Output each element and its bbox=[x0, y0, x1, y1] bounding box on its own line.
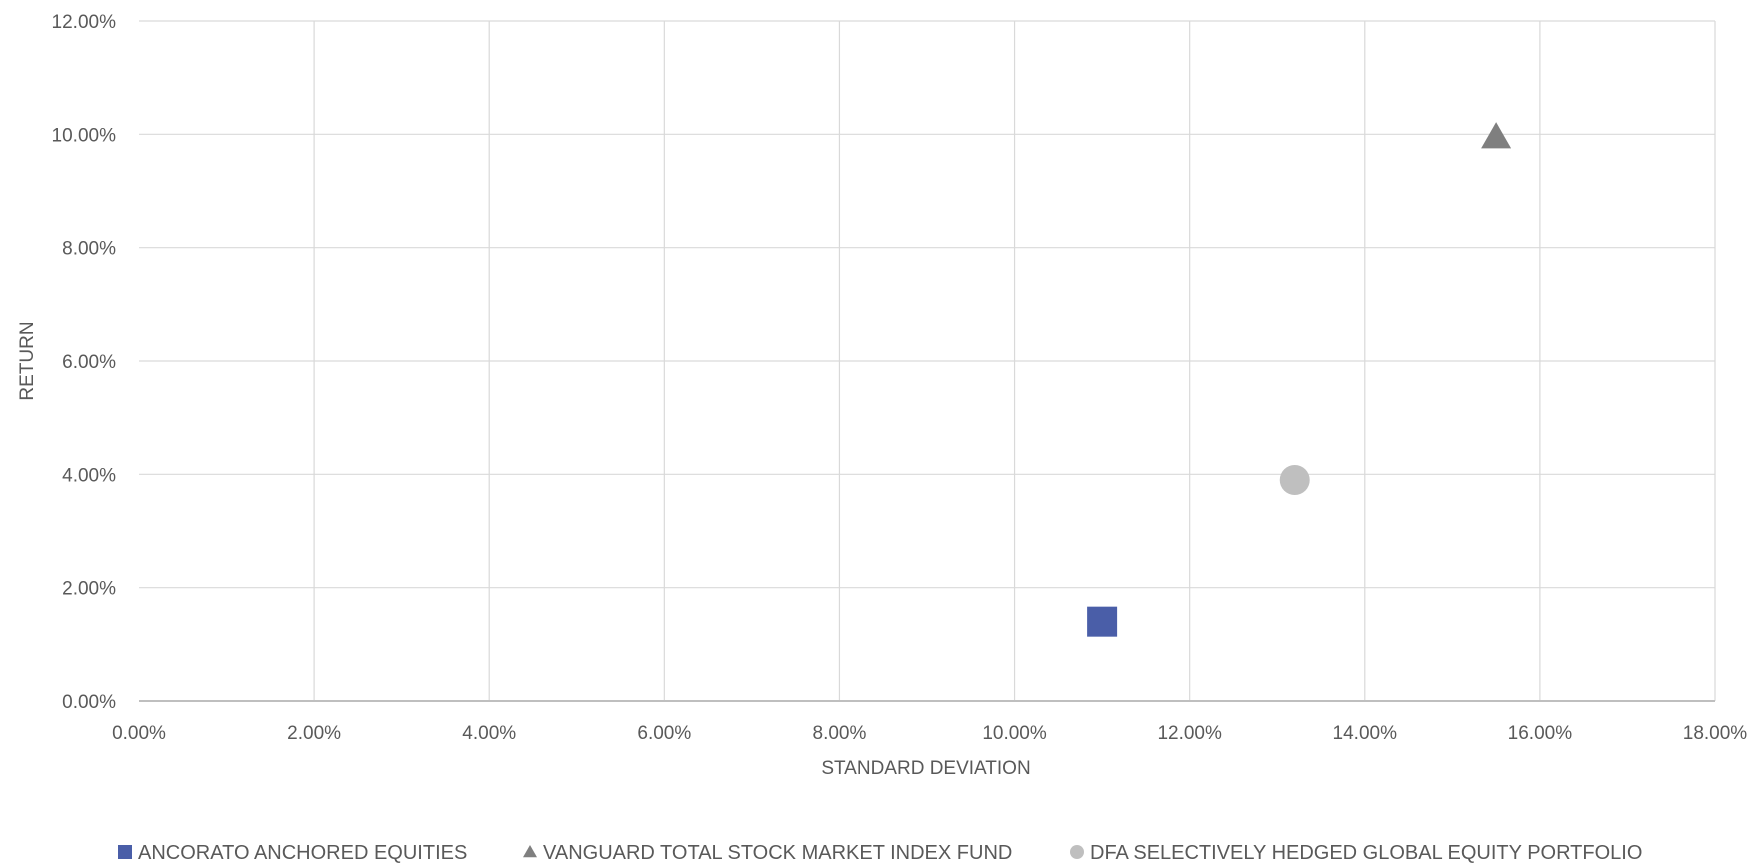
y-tick-label: 10.00% bbox=[52, 125, 117, 146]
legend-label: ANCORATO ANCHORED EQUITIES bbox=[138, 842, 467, 864]
y-axis-title: RETURN bbox=[17, 321, 38, 400]
y-tick-label: 2.00% bbox=[62, 579, 116, 600]
y-tick-label: 4.00% bbox=[62, 465, 116, 486]
x-tick-label: 6.00% bbox=[637, 723, 691, 744]
x-tick-label: 2.00% bbox=[287, 723, 341, 744]
y-tick-label: 6.00% bbox=[62, 352, 116, 373]
y-tick-label: 0.00% bbox=[62, 692, 116, 713]
x-tick-label: 10.00% bbox=[982, 723, 1047, 744]
x-axis-title: STANDARD DEVIATION bbox=[821, 758, 1030, 779]
y-tick-label: 8.00% bbox=[62, 239, 116, 260]
legend-label: VANGUARD TOTAL STOCK MARKET INDEX FUND bbox=[543, 842, 1012, 864]
legend-label: DFA SELECTIVELY HEDGED GLOBAL EQUITY POR… bbox=[1090, 842, 1642, 864]
x-tick-label: 18.00% bbox=[1683, 723, 1748, 744]
y-tick-label: 12.00% bbox=[52, 12, 117, 33]
gridlines bbox=[139, 20, 1716, 701]
x-tick-label: 0.00% bbox=[112, 723, 166, 744]
y-tick-labels: 0.00% 2.00% 4.00% 6.00% 8.00% 10.00% 12.00% bbox=[52, 12, 117, 713]
legend-marker-square bbox=[118, 845, 132, 859]
x-tick-label: 4.00% bbox=[462, 723, 516, 744]
x-tick-label: 12.00% bbox=[1157, 723, 1222, 744]
triangle-data-point bbox=[1481, 122, 1512, 149]
square-data-point bbox=[1087, 606, 1118, 637]
legend-marker-circle bbox=[1070, 845, 1084, 859]
data-points bbox=[1087, 122, 1512, 637]
x-tick-label: 16.00% bbox=[1508, 723, 1573, 744]
x-tick-label: 14.00% bbox=[1333, 723, 1398, 744]
x-tick-labels: 0.00% 2.00% 4.00% 6.00% 8.00% 10.00% 12.00% 14.… bbox=[112, 723, 1747, 744]
legend: ANCORATO ANCHORED EQUITIES VANGUARD TOTAL… bbox=[118, 842, 1642, 864]
legend-marker-triangle bbox=[523, 845, 537, 858]
circle-data-point bbox=[1279, 465, 1310, 495]
x-tick-label: 8.00% bbox=[813, 723, 867, 744]
